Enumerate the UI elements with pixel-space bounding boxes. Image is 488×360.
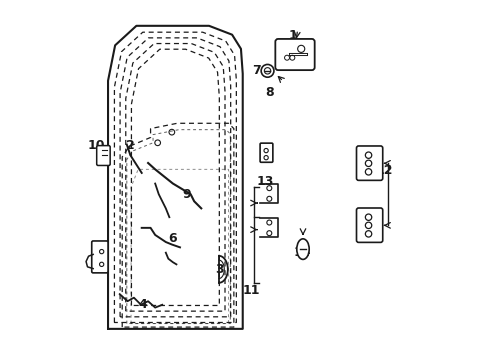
Text: 3: 3 bbox=[215, 263, 224, 276]
Text: 4: 4 bbox=[138, 298, 146, 311]
Text: 5: 5 bbox=[92, 263, 101, 276]
FancyBboxPatch shape bbox=[260, 143, 272, 162]
Text: 11: 11 bbox=[242, 284, 259, 297]
Text: 2: 2 bbox=[126, 139, 135, 152]
Text: 8: 8 bbox=[265, 86, 274, 99]
Text: 6: 6 bbox=[168, 232, 177, 245]
Text: 9: 9 bbox=[183, 188, 191, 201]
Text: 13: 13 bbox=[256, 175, 273, 188]
FancyBboxPatch shape bbox=[275, 39, 314, 70]
FancyBboxPatch shape bbox=[356, 146, 382, 180]
Ellipse shape bbox=[296, 239, 308, 260]
FancyBboxPatch shape bbox=[97, 145, 110, 166]
FancyBboxPatch shape bbox=[356, 208, 382, 242]
Text: 1: 1 bbox=[288, 29, 297, 42]
FancyBboxPatch shape bbox=[92, 241, 108, 273]
Text: 7: 7 bbox=[252, 64, 261, 77]
Text: 12: 12 bbox=[375, 163, 392, 176]
Text: 10: 10 bbox=[87, 139, 105, 152]
Text: 14: 14 bbox=[293, 246, 310, 259]
